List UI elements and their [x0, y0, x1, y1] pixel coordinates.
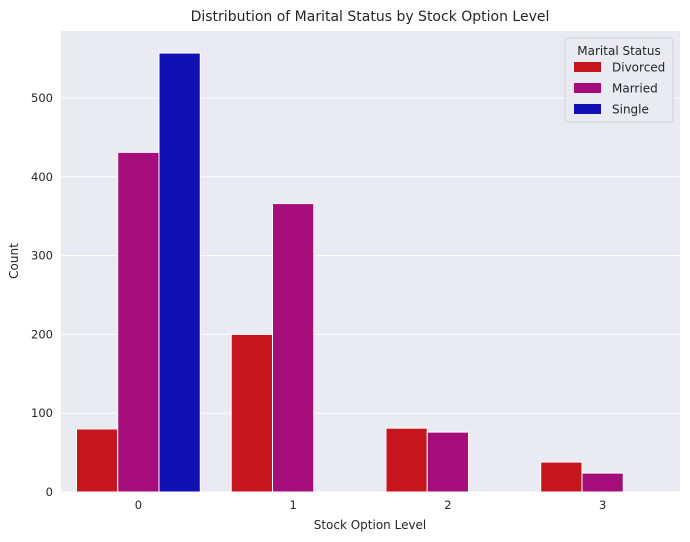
x-axis-label: Stock Option Level [314, 518, 427, 532]
legend-label-married: Married [612, 82, 658, 96]
bar-married-2 [426, 431, 470, 493]
bar-divorced-2 [385, 427, 428, 493]
bars [75, 52, 624, 493]
y-tick-label: 100 [31, 406, 53, 420]
y-axis-label: Count [7, 243, 21, 279]
legend: Marital Status Divorced Married Single [564, 37, 674, 123]
bar-single-0 [158, 52, 201, 493]
y-axis-ticks: 0 100 200 300 400 500 [31, 91, 53, 499]
bar-divorced-3 [540, 461, 583, 493]
x-tick-label: 2 [444, 498, 451, 512]
legend-swatch-single [574, 104, 601, 114]
legend-items: Divorced Married Single [574, 61, 665, 117]
bar-married-0 [117, 151, 160, 493]
chart-title: Distribution of Marital Status by Stock … [191, 9, 550, 25]
x-axis-ticks: 0 1 2 3 [135, 498, 607, 512]
bar-married-3 [581, 472, 624, 493]
y-tick-label: 0 [46, 485, 53, 499]
y-tick-label: 200 [31, 327, 53, 341]
bar-divorced-0 [75, 428, 119, 493]
legend-title: Marital Status [577, 44, 660, 58]
y-tick-label: 400 [31, 170, 53, 184]
y-tick-label: 300 [31, 249, 53, 263]
legend-label-divorced: Divorced [612, 61, 665, 75]
legend-swatch-divorced [574, 62, 601, 72]
y-tick-label: 500 [31, 91, 53, 105]
bar-married-1 [271, 203, 315, 493]
legend-swatch-married [574, 83, 601, 93]
legend-box [564, 37, 674, 123]
x-tick-label: 3 [599, 498, 606, 512]
legend-label-single: Single [612, 103, 649, 117]
x-tick-label: 0 [135, 498, 142, 512]
bar-divorced-1 [230, 333, 273, 493]
x-tick-label: 1 [289, 498, 296, 512]
